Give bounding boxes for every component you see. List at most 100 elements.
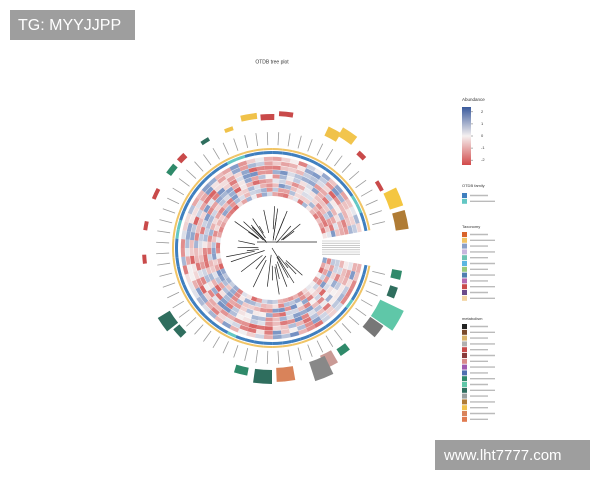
heatmap-cell — [202, 241, 208, 248]
family-ring — [186, 292, 195, 303]
heatmap-cell — [316, 296, 325, 305]
heatmap-cell — [260, 303, 267, 309]
heatmap-cell — [284, 184, 292, 191]
heatmap-cell — [299, 195, 307, 202]
leaf-label — [172, 300, 185, 309]
heatmap-cell — [213, 303, 223, 312]
tick-label: 1 — [481, 121, 484, 126]
heatmap-cell — [272, 304, 279, 309]
heatmap-cell — [321, 232, 328, 239]
family-ring — [226, 331, 237, 338]
heatmap-cell — [277, 298, 284, 304]
taxonomy-ring — [172, 248, 175, 258]
heatmap-cell — [226, 175, 236, 183]
heatmap-cell — [239, 164, 249, 172]
heatmap-cell — [233, 197, 241, 205]
heatmap-cell — [237, 328, 248, 336]
heatmap-cell — [222, 286, 230, 295]
heatmap-cell — [295, 188, 304, 195]
leaf-label — [277, 132, 280, 146]
taxonomy-ring — [335, 171, 344, 180]
heatmap-cell — [290, 186, 298, 193]
legend-swatch — [462, 416, 467, 422]
heatmap-cell — [226, 197, 234, 205]
leaf-label — [360, 299, 373, 307]
taxonomy-ring — [189, 302, 197, 312]
heatmap-cell — [281, 157, 291, 163]
heatmap-cell — [220, 221, 227, 228]
heatmap-cell — [252, 180, 260, 186]
heatmap-cell — [194, 248, 199, 256]
outer-bar — [240, 112, 258, 122]
heatmap-cell — [313, 183, 323, 192]
heatmap-cell — [199, 201, 207, 211]
heatmap-cell — [291, 181, 300, 189]
heatmap-cell — [236, 190, 244, 198]
taxonomy-ring — [342, 309, 351, 318]
heatmap-cell — [225, 205, 233, 213]
heatmap-cell — [201, 219, 208, 228]
family-ring — [218, 326, 229, 334]
legend-swatch — [462, 232, 467, 237]
leaf-label — [372, 221, 386, 225]
taxonomy-ring — [234, 338, 245, 344]
heatmap-cell — [302, 172, 312, 180]
heatmap-cell — [285, 180, 293, 186]
heatmap-cell — [351, 262, 358, 272]
heatmap-cell — [355, 263, 362, 274]
taxonomy-ring — [225, 334, 236, 341]
heatmap-cell — [254, 157, 265, 163]
heatmap-cell — [214, 264, 220, 272]
heatmap-cell — [331, 299, 340, 309]
heatmap-cell — [201, 183, 211, 193]
heatmap-cell — [264, 330, 273, 335]
tree-branch — [285, 262, 297, 275]
outer-bar — [309, 355, 334, 382]
leaf-label — [277, 350, 280, 364]
leaf-label — [186, 169, 197, 179]
heatmap-cell — [199, 192, 209, 202]
heatmap-cell — [189, 248, 194, 257]
heatmap-cell — [272, 178, 280, 184]
heatmap-cell — [214, 171, 224, 181]
heatmap-cell — [318, 222, 325, 229]
heatmap-cell — [184, 212, 192, 223]
taxonomy-ring — [359, 202, 365, 212]
taxonomy-ring — [176, 276, 182, 287]
heatmap-cell — [297, 184, 306, 191]
outer-bar — [374, 180, 384, 192]
heatmap-cell — [318, 176, 328, 185]
heatmap-cell — [231, 321, 241, 329]
heatmap-cell — [326, 218, 333, 226]
heatmap-cell — [295, 301, 304, 308]
heatmap-cell — [193, 270, 200, 280]
heatmap-cell — [318, 288, 327, 297]
heatmap-cell — [217, 231, 223, 238]
outer-bar — [278, 111, 294, 118]
heatmap-cell — [309, 208, 316, 216]
heatmap-cell — [237, 309, 246, 317]
heatmap-cell — [218, 226, 225, 233]
heatmap-cell — [340, 219, 347, 228]
heatmap-cell — [289, 331, 300, 338]
outer-bar — [157, 310, 179, 332]
heatmap-cell — [263, 334, 273, 340]
heatmap-cell — [309, 312, 319, 321]
heatmap-cell — [254, 188, 262, 194]
heatmap-cell — [228, 208, 236, 215]
family-ring — [317, 162, 327, 171]
heatmap-cell — [222, 272, 229, 280]
heatmap-cell — [240, 168, 250, 176]
heatmap-cell — [255, 161, 265, 167]
legend-swatch — [462, 243, 467, 249]
heatmap-cell — [259, 307, 267, 313]
heatmap-cell — [199, 261, 206, 270]
heatmap-cell — [211, 242, 216, 248]
leaf-label — [348, 315, 360, 326]
heatmap-cell — [325, 294, 333, 303]
heatmap-cell — [208, 189, 217, 199]
family-ring — [203, 314, 213, 324]
heatmap-cell — [207, 309, 218, 319]
heatmap-cell — [316, 191, 325, 200]
legend-swatch — [462, 193, 467, 198]
